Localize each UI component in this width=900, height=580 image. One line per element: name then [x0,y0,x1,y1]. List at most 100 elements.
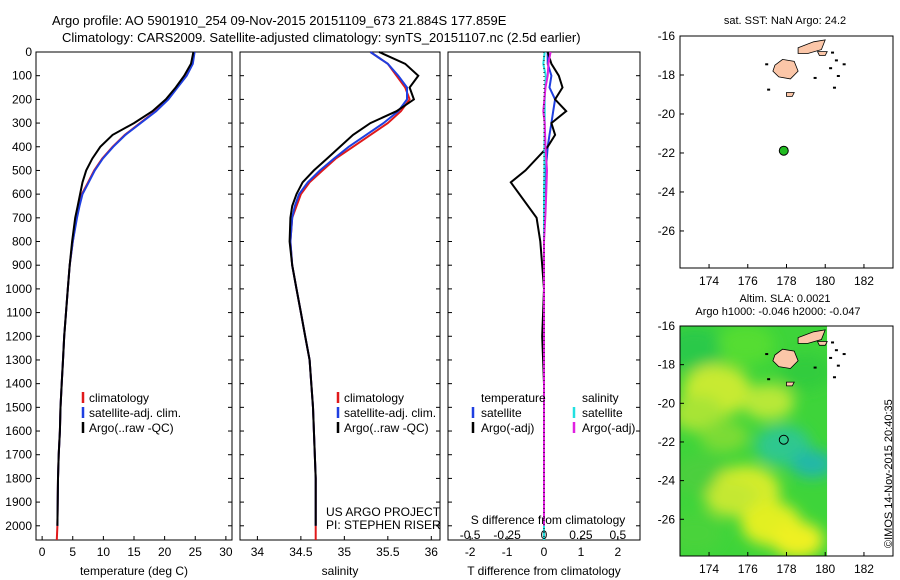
depth-tick-label: 1900 [5,495,32,509]
lat-tick-label: -16 [658,29,676,43]
depth-tick-label: 800 [12,235,32,249]
x-tick-label: 5 [69,545,76,559]
x-tick-label: 1 [578,545,585,559]
depth-tick-label: 1100 [6,306,32,320]
reef-mark [831,51,835,54]
legend-title: temperature [481,391,546,405]
sla-blob [790,450,835,478]
sla-blob [771,521,824,556]
depth-tick-label: 1700 [5,448,32,462]
land-polygon [786,381,795,387]
reef-mark [767,378,771,381]
series-line [289,51,408,526]
difference-panel: -2 -1 0 1 2 T difference from climatology S di… [447,51,641,578]
lon-tick-label: 178 [776,562,796,576]
series-line [56,51,195,526]
sla-blob [680,513,723,553]
series-line [289,51,411,540]
legend-label: Argo(-adj) [582,421,635,435]
x-tick-label: 25 [189,545,203,559]
map-content [680,326,893,556]
x-tick-label: 35.5 [376,545,400,559]
depth-tick-label: 1000 [5,282,32,296]
header-line-1: Argo profile: AO 5901910_254 09-Nov-2015… [52,13,507,28]
x-axis-label: temperature (deg C) [80,564,188,578]
sla-blob [718,326,775,365]
legend-label: Argo(..raw -QC) [344,421,429,435]
x-tick-label: 34 [251,545,265,559]
x-tick-label: -1 [502,545,513,559]
reef-mark [834,59,838,62]
lat-tick-label: -20 [658,396,676,410]
series-line [288,51,420,526]
depth-tick-label: 1800 [5,471,32,485]
lat-tick-label: -26 [658,512,676,526]
salinity-frame [239,51,441,541]
reef-mark [813,366,817,369]
sla-no-data [827,326,893,556]
x-axis-label-top: S difference from climatology [471,513,626,527]
depth-tick-label: 2000 [5,519,32,533]
depth-tick-label: 600 [12,187,32,201]
reef-mark [829,67,833,70]
depth-tick-label: 400 [12,140,32,154]
legend-label: satellite-adj. clim. [344,406,436,420]
x-tick-label: 36 [425,545,439,559]
project-annotation: PI: STEPHEN RISER [326,518,441,532]
lat-tick-label: -20 [658,107,676,121]
x-axis-label: T difference from climatology [467,564,621,578]
depth-tick-label: 1400 [5,377,32,391]
x-tick-label-top: 0.5 [610,528,627,542]
reef-mark [831,341,835,344]
lon-tick-label: 174 [699,562,719,576]
sla-blob [742,383,795,420]
lon-tick-label: 174 [699,274,719,288]
x-tick-label: 10 [97,545,111,559]
argo-float-marker [778,434,789,445]
reef-mark [842,63,846,66]
lat-tick-label: -24 [658,185,676,199]
reef-mark [836,74,840,77]
lat-tick-label: -22 [658,146,676,160]
reef-mark [767,88,771,91]
sla-blob [680,327,725,371]
x-tick-label: 0 [39,545,46,559]
legend-label: satellite [481,406,522,420]
depth-tick-label: 200 [12,92,32,106]
lon-tick-label: 176 [738,562,758,576]
sla-blob [705,480,758,517]
x-tick-label: 35 [338,545,352,559]
lon-tick-label: 182 [854,562,874,576]
legend-label: satellite-adj. clim. [89,406,181,420]
lon-tick-label: 178 [776,274,796,288]
series-line [55,51,195,541]
sst-map-title: sat. SST: NaN Argo: 24.2 [724,15,846,27]
x-tick-label: 34.5 [289,545,313,559]
imos-timestamp: ©IMOS 14-Nov-2015 20:40:35 [883,399,895,548]
land-polygon [772,58,799,80]
lat-tick-label: -18 [658,358,676,372]
reef-mark [836,364,840,367]
x-tick-label-top: 0 [541,528,548,542]
sla-map-subtitle: Argo h1000: -0.046 h2000: -0.047 [695,306,860,318]
land-polygon [797,329,826,344]
series-line [56,51,196,526]
reef-mark [765,353,769,356]
temperature-panel: 0100200300400500600700800900100011001200… [5,45,233,578]
lon-tick-label: 180 [815,562,835,576]
depth-tick-label: 1600 [5,424,32,438]
x-tick-label: 15 [127,545,141,559]
legend-label: Argo(..raw -QC) [89,421,174,435]
sla-map-title: Altim. SLA: 0.0021 [739,293,830,305]
series-line [509,51,568,526]
reef-mark [834,349,838,352]
sla-map: 174 176 178 180 182 -16 -18 -20 -22 -24 -26 Altim. … [658,293,894,576]
land-polygon [797,39,826,54]
x-tick-label: 20 [158,545,172,559]
lat-tick-label: -22 [658,435,676,449]
legend-label: climatology [89,391,149,405]
sla-blobs [680,326,835,556]
reef-mark [765,63,769,66]
lon-tick-label: 176 [738,274,758,288]
